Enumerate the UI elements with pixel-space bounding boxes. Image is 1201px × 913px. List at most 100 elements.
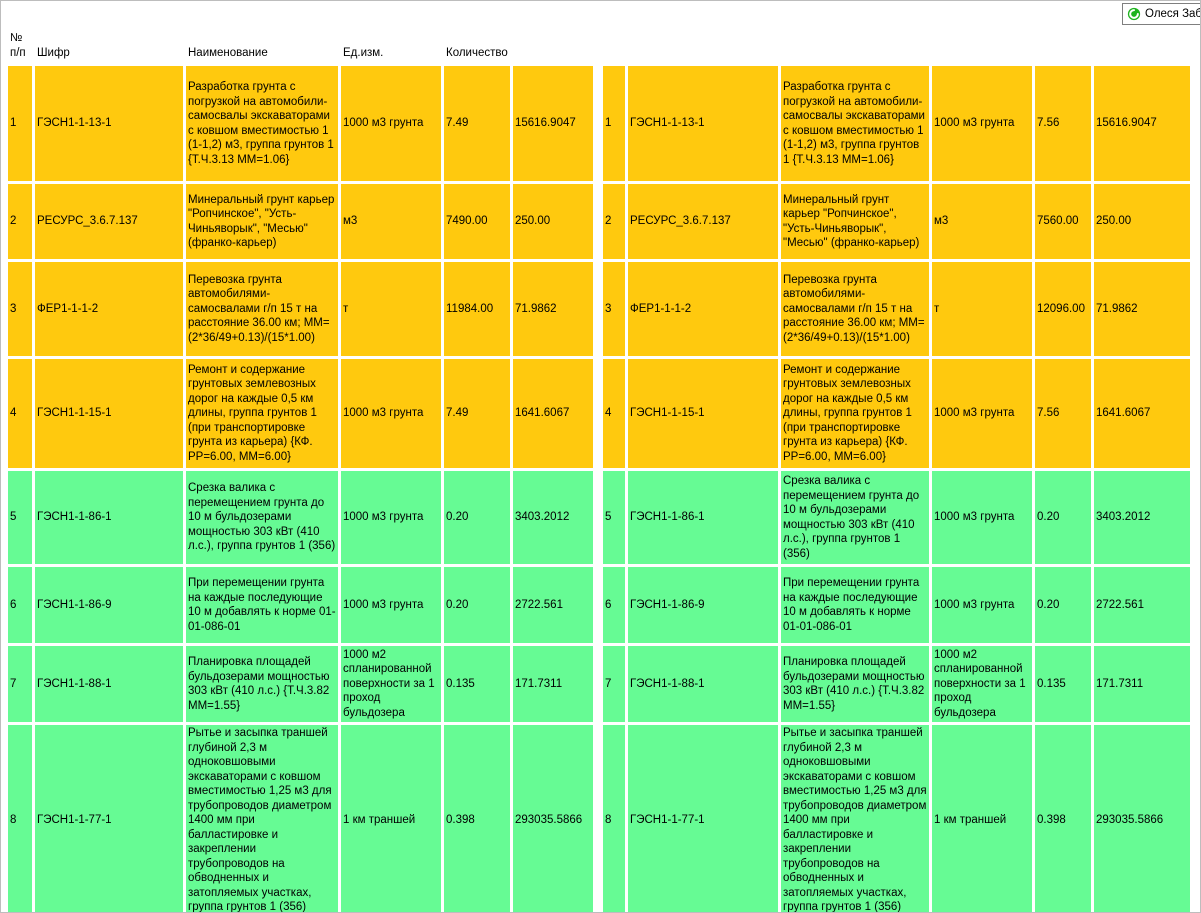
unit-cell: 1000 м2 спланированной поверхности за 1 …: [932, 646, 1032, 722]
header-unit: Ед.изм.: [343, 46, 384, 59]
code-cell: ГЭСН1-1-15-1: [628, 359, 778, 468]
price-cell: 171.7311: [1094, 646, 1190, 722]
header-name: Наименование: [188, 46, 268, 59]
table-gap-spacer: [596, 646, 600, 722]
qty-cell: 0.20: [444, 471, 510, 564]
code-cell: ГЭСН1-1-88-1: [35, 646, 183, 722]
qty-cell: 7.49: [444, 66, 510, 181]
code-cell: РЕСУРС_3.6.7.137: [628, 184, 778, 259]
code-cell: ГЭСН1-1-86-9: [628, 567, 778, 643]
code-cell: ГЭСН1-1-77-1: [35, 725, 183, 912]
price-cell: 250.00: [513, 184, 593, 259]
unit-cell: 1 км траншей: [932, 725, 1032, 912]
code-cell: ГЭСН1-1-86-1: [35, 471, 183, 564]
qty-cell: 0.20: [444, 567, 510, 643]
estimate-comparison-table: № п/п Шифр Наименование Ед.изм. Количест…: [5, 27, 1193, 912]
name-cell: Планировка площадей бульдозерами мощност…: [781, 646, 929, 722]
price-cell: 15616.9047: [1094, 66, 1190, 181]
row-num-cell: 7: [603, 646, 625, 722]
qty-cell: 0.20: [1035, 567, 1091, 643]
row-num-cell: 1: [8, 66, 32, 181]
code-cell: ГЭСН1-1-13-1: [628, 66, 778, 181]
table-gap-spacer: [596, 262, 600, 356]
header-name-right: [781, 30, 929, 63]
table-row: 1 ГЭСН1-1-13-1 Разработка грунта с погрузк…: [8, 66, 1190, 181]
price-cell: 250.00: [1094, 184, 1190, 259]
price-cell: 15616.9047: [513, 66, 593, 181]
price-cell: 1641.6067: [1094, 359, 1190, 468]
header-gap: [596, 30, 600, 63]
price-cell: 293035.5866: [1094, 725, 1190, 912]
header-code: Шифр: [37, 46, 70, 59]
row-num-cell: 6: [8, 567, 32, 643]
table-row: 2 РЕСУРС_3.6.7.137 Минеральный грунт карье…: [8, 184, 1190, 259]
row-num-cell: 5: [8, 471, 32, 564]
qty-cell: 7.56: [1035, 66, 1091, 181]
table-row: 7 ГЭСН1-1-88-1 Планировка площадей бульдоз…: [8, 646, 1190, 722]
table-row: 8 ГЭСН1-1-77-1 Рытье и засыпка траншей глу…: [8, 725, 1190, 912]
row-num-cell: 4: [8, 359, 32, 468]
name-cell: Ремонт и содержание грунтовых землевозны…: [781, 359, 929, 468]
qty-cell: 0.398: [1035, 725, 1091, 912]
code-cell: ГЭСН1-1-86-9: [35, 567, 183, 643]
unit-cell: 1000 м3 грунта: [932, 359, 1032, 468]
unit-cell: 1000 м3 грунта: [341, 66, 441, 181]
rows: 1 ГЭСН1-1-13-1 Разработка грунта с погрузк…: [8, 66, 1190, 912]
price-cell: 3403.2012: [1094, 471, 1190, 564]
user-name-label: Олеся Забо: [1145, 8, 1200, 20]
code-cell: ГЭСН1-1-77-1: [628, 725, 778, 912]
unit-cell: 1000 м3 грунта: [932, 471, 1032, 564]
row-num-cell: 1: [603, 66, 625, 181]
name-cell: Планировка площадей бульдозерами мощност…: [186, 646, 338, 722]
table-gap-spacer: [596, 184, 600, 259]
row-num-cell: 6: [603, 567, 625, 643]
name-cell: Разработка грунта с погрузкой на автомоб…: [186, 66, 338, 181]
price-cell: 293035.5866: [513, 725, 593, 912]
user-presence-badge[interactable]: Олеся Забо: [1122, 3, 1200, 25]
code-cell: ГЭСН1-1-86-1: [628, 471, 778, 564]
row-num-cell: 4: [603, 359, 625, 468]
name-cell: Ремонт и содержание грунтовых землевозны…: [186, 359, 338, 468]
price-cell: 71.9862: [513, 262, 593, 356]
qty-cell: 7490.00: [444, 184, 510, 259]
table-gap-spacer: [596, 359, 600, 468]
table-gap-spacer: [596, 725, 600, 912]
price-cell: 171.7311: [513, 646, 593, 722]
code-cell: РЕСУРС_3.6.7.137: [35, 184, 183, 259]
row-num-cell: 8: [603, 725, 625, 912]
row-num-cell: 2: [8, 184, 32, 259]
table-row: 3 ФЕР1-1-1-2 Перевозка грунта автомобилями…: [8, 262, 1190, 356]
header-code-right: [628, 30, 778, 63]
unit-cell: 1000 м3 грунта: [932, 66, 1032, 181]
row-num-cell: 8: [8, 725, 32, 912]
row-num-cell: 5: [603, 471, 625, 564]
header-price-right: [1094, 30, 1190, 63]
code-cell: ГЭСН1-1-13-1: [35, 66, 183, 181]
qty-cell: 11984.00: [444, 262, 510, 356]
qty-cell: 12096.00: [1035, 262, 1091, 356]
code-cell: ГЭСН1-1-88-1: [628, 646, 778, 722]
code-cell: ФЕР1-1-1-2: [628, 262, 778, 356]
row-num-cell: 3: [8, 262, 32, 356]
name-cell: Рытье и засыпка траншей глубиной 2,3 м о…: [186, 725, 338, 912]
price-cell: 2722.561: [1094, 567, 1190, 643]
row-num-cell: 3: [603, 262, 625, 356]
name-cell: Минеральный грунт карьер "Ропчинское", "…: [186, 184, 338, 259]
row-num-cell: 7: [8, 646, 32, 722]
qty-cell: 0.398: [444, 725, 510, 912]
name-cell: Минеральный грунт карьер "Ропчинское", "…: [781, 184, 929, 259]
name-cell: Срезка валика с перемещением грунта до 1…: [186, 471, 338, 564]
unit-cell: т: [932, 262, 1032, 356]
header-qty-right: [1035, 30, 1091, 63]
header-unit-right: [932, 30, 1032, 63]
header-qty: Количество: [446, 46, 508, 59]
name-cell: Перевозка грунта автомобилями-самосвалам…: [781, 262, 929, 356]
header-num-right: [603, 30, 625, 63]
table-row: 4 ГЭСН1-1-15-1 Ремонт и содержание грунтов…: [8, 359, 1190, 468]
name-cell: Срезка валика с перемещением грунта до 1…: [781, 471, 929, 564]
name-cell: При перемещении грунта на каждые последу…: [781, 567, 929, 643]
unit-cell: 1 км траншей: [341, 725, 441, 912]
table-gap-spacer: [596, 471, 600, 564]
table-gap-spacer: [596, 66, 600, 181]
